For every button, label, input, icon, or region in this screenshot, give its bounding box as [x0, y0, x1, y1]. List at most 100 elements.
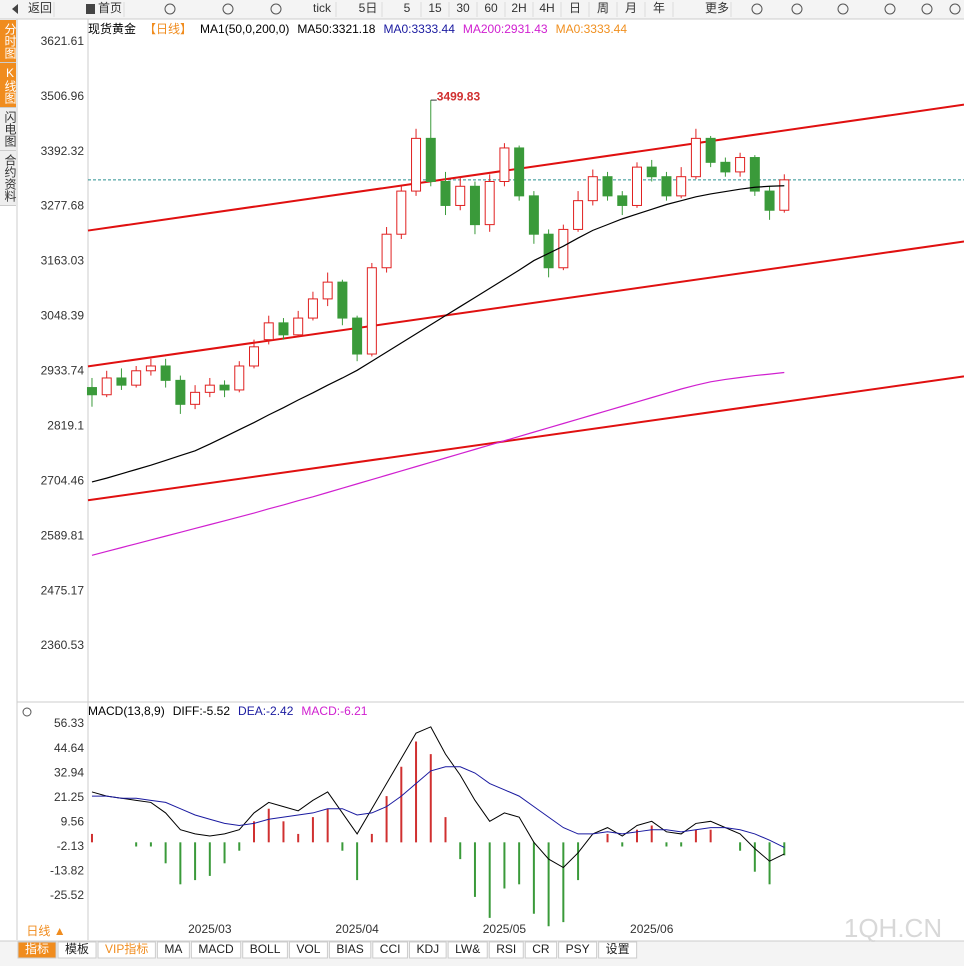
candle-body [469, 185, 480, 226]
side-tab[interactable]: K线图 [0, 63, 17, 108]
bottom-tab[interactable]: VIP指标 [105, 941, 148, 956]
legend-entry: MACD(13,8,9) [88, 704, 165, 718]
y-tick-label: 3277.68 [41, 199, 85, 213]
legend-entry: MA50:3321.18 [297, 22, 375, 36]
bottom-tab[interactable]: 模板 [65, 942, 89, 956]
bottom-tab[interactable]: LW& [455, 942, 480, 956]
icon [884, 3, 896, 15]
candle-body [764, 190, 775, 211]
x-tick-label: 2025/03 [188, 922, 232, 936]
bottom-tab[interactable]: VOL [296, 942, 320, 956]
bottom-tab-bg [372, 941, 408, 959]
toolbar-button[interactable]: 30 [456, 1, 470, 15]
y-tick-label: 3392.32 [41, 144, 85, 158]
toolbar-button[interactable]: 5 [404, 1, 411, 15]
candle-body [749, 157, 760, 192]
bottom-tab[interactable]: 设置 [606, 942, 630, 956]
candle-body [425, 137, 436, 182]
toolbar-button[interactable]: 15 [428, 1, 442, 15]
trend-line [87, 240, 964, 368]
y-tick-label: 56.33 [54, 716, 84, 730]
toolbar-button[interactable]: 年 [653, 1, 665, 15]
candle-body [543, 233, 554, 269]
legend-entry: 现货黄金 [88, 21, 136, 36]
toolbar-button[interactable]: 首页 [98, 1, 122, 15]
candle-body [307, 298, 318, 319]
candle-body [440, 180, 451, 206]
y-tick-label: 32.94 [54, 765, 84, 779]
side-tab[interactable]: 闪电图 [0, 108, 17, 151]
period-button[interactable]: 日线 ▲ [26, 924, 65, 938]
toolbar-button[interactable]: tick [313, 1, 332, 15]
candle-body [381, 233, 392, 269]
candle-body [86, 387, 97, 396]
y-tick-label: 9.56 [61, 814, 85, 828]
bottom-tab[interactable]: MA [164, 942, 182, 956]
bottom-tab[interactable]: PSY [566, 942, 590, 956]
toolbar-button[interactable]: 60 [484, 1, 498, 15]
y-tick-label: 2589.81 [41, 528, 85, 542]
bottom-tab[interactable]: BOLL [250, 942, 281, 956]
side-tab[interactable]: 分时图 [0, 20, 17, 63]
settings-icon[interactable] [22, 707, 32, 717]
icon [164, 3, 176, 15]
candle-body [720, 161, 731, 173]
bottom-tab[interactable]: RSI [496, 942, 516, 956]
toolbar [0, 0, 964, 19]
candle-body [337, 281, 348, 319]
bottom-tab-bg [97, 941, 156, 959]
y-tick-label: 3048.39 [41, 309, 85, 323]
icon [270, 3, 282, 15]
macd-line [91, 766, 785, 848]
y-tick-label: 2360.53 [41, 638, 85, 652]
side-tab[interactable]: 合约资料 [0, 151, 17, 206]
candle-body [646, 166, 657, 178]
candle-body [234, 365, 245, 391]
y-tick-label: 3506.96 [41, 89, 85, 103]
toolbar-button[interactable]: 4H [539, 1, 554, 15]
toolbar-button[interactable]: 周 [597, 1, 609, 15]
icon [791, 3, 803, 15]
candle-body [455, 185, 466, 206]
ma-line [91, 371, 785, 556]
bottom-tab-bg [57, 941, 97, 959]
bottom-tab[interactable]: 指标 [25, 941, 49, 956]
y-tick-label: -13.82 [50, 864, 84, 878]
x-tick-label: 2025/06 [630, 922, 674, 936]
bottom-tab[interactable]: MACD [198, 942, 234, 956]
y-tick-label: 21.25 [54, 790, 84, 804]
toolbar-button[interactable]: 月 [625, 1, 637, 15]
candle-body [293, 317, 304, 336]
icon [86, 4, 95, 14]
icon [921, 3, 933, 15]
y-tick-label: 2475.17 [41, 583, 85, 597]
candle-body [411, 137, 422, 192]
bottom-tab[interactable]: KDJ [416, 942, 439, 956]
candle-body [219, 384, 230, 391]
y-tick-label: 3163.03 [41, 254, 85, 268]
bottom-tab-bg [598, 941, 638, 959]
legend-entry: MA1(50,0,200,0) [200, 22, 289, 36]
icon [12, 4, 18, 14]
bottom-tab[interactable]: CR [532, 942, 550, 956]
bottom-tab[interactable]: BIAS [336, 942, 363, 956]
candle-body [617, 195, 628, 206]
bottom-tab-bg [17, 941, 57, 959]
toolbar-button[interactable]: 更多 [705, 1, 729, 15]
y-tick-label: 2704.46 [41, 473, 85, 487]
candle-body [204, 384, 215, 393]
trend-line [87, 103, 964, 232]
candle-body [779, 179, 790, 211]
y-tick-label: 2819.1 [47, 418, 84, 432]
toolbar-button[interactable]: 5日 [359, 1, 378, 15]
candle-body [514, 147, 525, 197]
watermark: 1QH.CN [844, 913, 942, 943]
candle-body [705, 137, 716, 163]
bottom-tab[interactable]: CCI [380, 942, 401, 956]
toolbar-button[interactable]: 日 [569, 1, 581, 15]
toolbar-button[interactable]: 2H [511, 1, 526, 15]
candle-body [145, 365, 156, 372]
legend-entry: MA200:2931.43 [463, 22, 548, 36]
toolbar-button[interactable]: 返回 [28, 1, 52, 15]
